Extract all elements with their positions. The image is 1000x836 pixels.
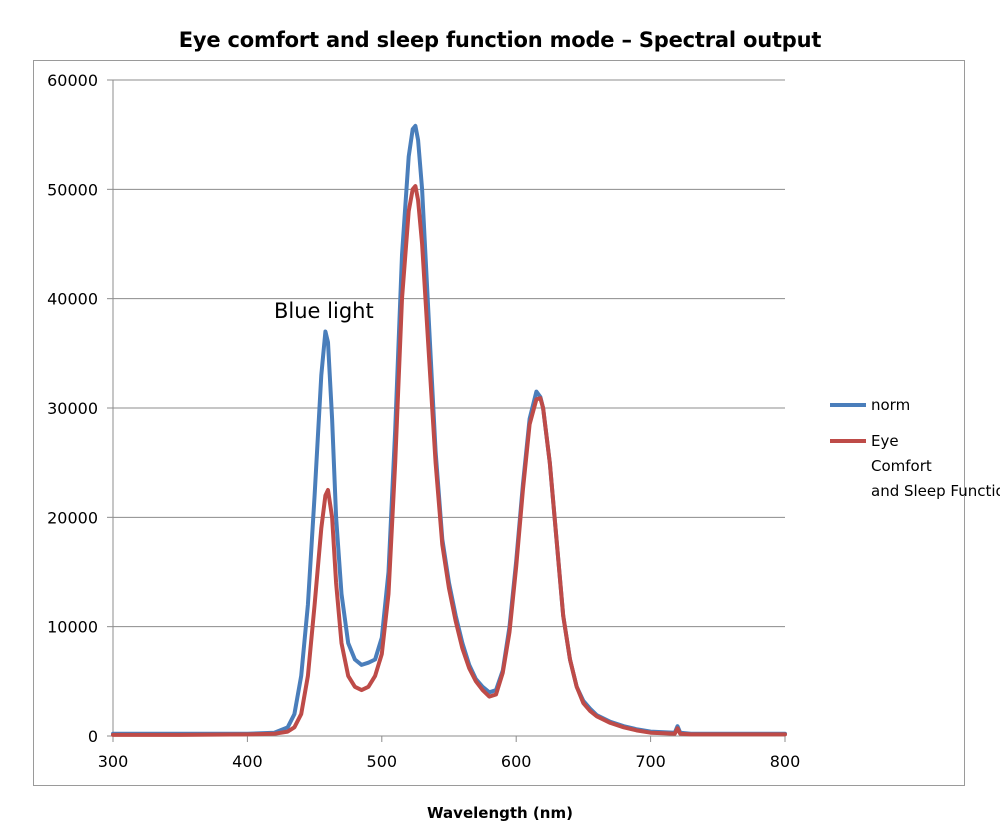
y-tick-label: 50000	[47, 180, 98, 199]
legend-label: Eye Comfort and Sleep Function	[871, 432, 1000, 500]
legend-label-line: Comfort	[871, 457, 932, 475]
x-tick-label: 300	[98, 752, 129, 771]
x-tick-label: 700	[635, 752, 666, 771]
x-tick-label: 600	[501, 752, 532, 771]
legend: norm Eye Comfort and Sleep Function	[830, 396, 1000, 500]
y-tick-label: 30000	[47, 399, 98, 418]
legend-label-line: and Sleep Function	[871, 482, 1000, 500]
series-line-eye-comfort	[111, 184, 787, 737]
grid-layer	[113, 79, 785, 628]
chart-title: Eye comfort and sleep function mode – Sp…	[178, 28, 822, 52]
annotation-blue-light: Blue light	[274, 299, 374, 323]
x-axis-label: Wavelength (nm)	[427, 804, 573, 822]
series-layer	[111, 123, 787, 737]
annotation-layer: Blue light	[274, 299, 374, 323]
x-tick-label: 400	[232, 752, 263, 771]
x-tick-label: 500	[367, 752, 398, 771]
axis-layer: 0 10000 20000 30000 40000 50000 60000 300 400 500…	[47, 71, 800, 771]
y-tick-label: 10000	[47, 618, 98, 637]
y-tick-label: 20000	[47, 508, 98, 527]
legend-label: norm	[871, 396, 910, 414]
y-tick-label: 0	[88, 727, 98, 746]
legend-label-line: Eye	[871, 432, 899, 450]
chart-frame	[33, 60, 965, 786]
series-line-norm	[111, 123, 787, 736]
x-tick-label: 800	[770, 752, 801, 771]
y-tick-label: 40000	[47, 290, 98, 309]
y-tick-label: 60000	[47, 71, 98, 90]
